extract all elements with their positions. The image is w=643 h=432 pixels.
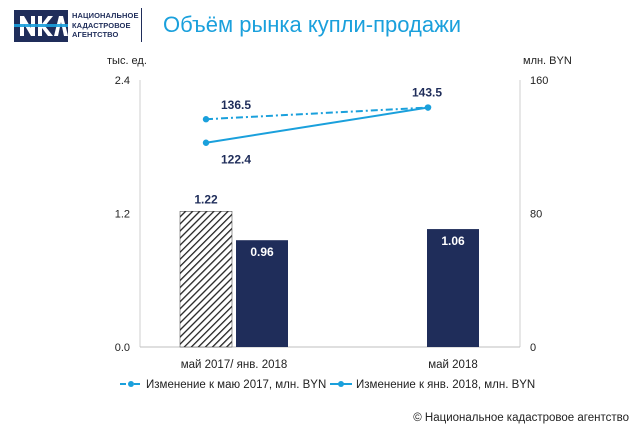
bar bbox=[427, 229, 479, 347]
logo-line-2: КАДАСТРОВОЕ bbox=[72, 20, 131, 30]
copyright-text: © Национальное кадастровое агентство bbox=[413, 412, 629, 424]
left-tick-label: 2.4 bbox=[115, 75, 130, 87]
bar-value-label: 1.06 bbox=[441, 234, 465, 248]
logo-line-1: НАЦИОНАЛЬНОЕ bbox=[72, 11, 139, 20]
series-line bbox=[205, 106, 429, 121]
series-line bbox=[205, 106, 429, 144]
series-value-label: 136.5 bbox=[221, 98, 251, 112]
header: НАЦИОНАЛЬНОЕ КАДАСТРОВОЕ АГЕНТСТВО Объём… bbox=[0, 0, 643, 52]
logo-text: НАЦИОНАЛЬНОЕ КАДАСТРОВОЕ АГЕНТСТВО bbox=[72, 11, 142, 40]
left-tick-label: 1.2 bbox=[115, 209, 130, 221]
legend-label: Изменение к янв. 2018, млн. BYN bbox=[356, 379, 535, 391]
right-tick-label: 160 bbox=[530, 75, 548, 87]
category-label: май 2017/ янв. 2018 bbox=[181, 359, 288, 371]
series-point bbox=[424, 104, 432, 111]
series-point bbox=[202, 116, 210, 123]
bar-value-label: 0.96 bbox=[250, 245, 274, 259]
right-tick-label: 80 bbox=[530, 209, 542, 221]
legend-marker bbox=[338, 381, 344, 387]
bar-value-label: 1.22 bbox=[194, 192, 218, 206]
left-axis-unit: тыс. ед. bbox=[107, 55, 147, 67]
right-axis-unit: млн. BYN bbox=[523, 55, 572, 67]
left-tick-label: 0.0 bbox=[115, 342, 130, 354]
series-value-label: 122.4 bbox=[221, 153, 251, 167]
bar bbox=[236, 240, 288, 347]
legend-marker bbox=[128, 381, 134, 387]
header-divider bbox=[141, 8, 142, 42]
series-value-label: 143.5 bbox=[412, 86, 442, 100]
right-tick-label: 0 bbox=[530, 342, 536, 354]
logo-mark-icon bbox=[14, 10, 68, 42]
logo-line-3: АГЕНТСТВО bbox=[72, 30, 119, 39]
category-label: май 2018 bbox=[428, 359, 478, 371]
page-title: Объём рынка купли-продажи bbox=[163, 12, 462, 37]
bar bbox=[179, 211, 233, 348]
legend-label: Изменение к маю 2017, млн. BYN bbox=[146, 379, 326, 391]
series-point bbox=[202, 139, 210, 146]
